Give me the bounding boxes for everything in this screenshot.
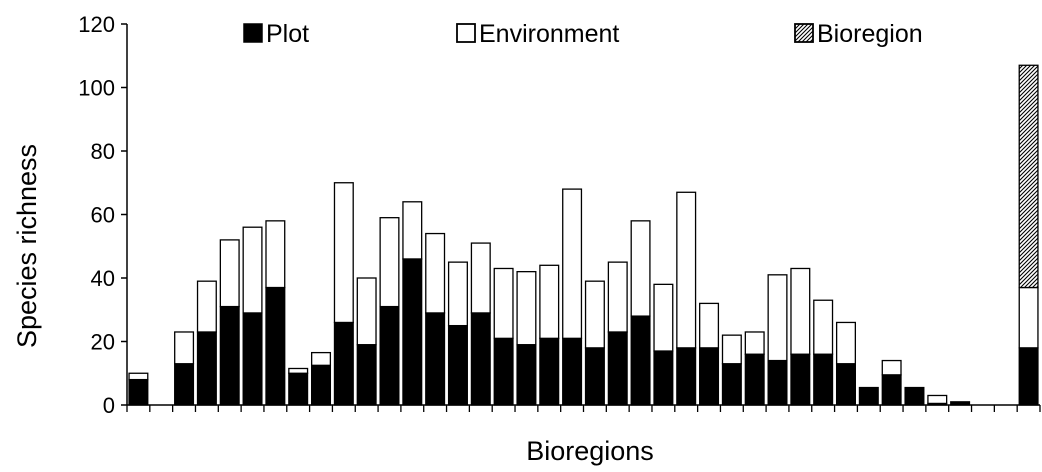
- bar-40-plot-segment: [1018, 347, 1039, 406]
- bar-10-environment-segment: [333, 182, 354, 324]
- bar-5-environment-segment: [219, 239, 240, 308]
- bar-9-environment-segment: [310, 351, 332, 366]
- bar-15-plot-segment: [447, 324, 468, 406]
- bar-24-plot-segment: [653, 350, 674, 406]
- x-axis-title: Bioregions: [526, 436, 654, 466]
- y-tick-label: 100: [78, 76, 115, 101]
- bar-26-environment-segment: [699, 302, 720, 349]
- bar-16-environment-segment: [470, 242, 491, 314]
- bar-11-plot-segment: [356, 344, 377, 406]
- bar-30-environment-segment: [790, 267, 811, 355]
- bar-7-environment-segment: [265, 220, 286, 289]
- bar-1-environment-segment: [128, 372, 149, 381]
- bar-20-environment-segment: [562, 188, 583, 339]
- y-axis-title: Species richness: [12, 144, 42, 348]
- legend-label-plot: Plot: [266, 20, 309, 48]
- legend-swatch-plot: [243, 23, 263, 43]
- bar-7-plot-segment: [265, 286, 286, 406]
- legend-swatch-environment: [456, 23, 476, 43]
- bar-4-plot-segment: [196, 331, 217, 406]
- bar-32-environment-segment: [835, 321, 857, 365]
- bar-32-plot-segment: [835, 363, 857, 406]
- y-tick-label: 60: [91, 203, 115, 228]
- bar-23-plot-segment: [630, 315, 651, 406]
- bar-30-plot-segment: [790, 353, 811, 406]
- bar-6-plot-segment: [242, 312, 263, 406]
- bar-14-environment-segment: [425, 232, 446, 314]
- bar-8-environment-segment: [288, 367, 309, 374]
- bar-33-plot-segment: [858, 386, 879, 406]
- bar-5-plot-segment: [219, 305, 240, 406]
- bar-29-plot-segment: [767, 359, 788, 406]
- bar-1-plot-segment: [128, 378, 149, 406]
- bar-15-environment-segment: [447, 261, 468, 327]
- bar-12-plot-segment: [379, 305, 400, 406]
- bar-35-plot-segment: [904, 386, 925, 406]
- bar-34-plot-segment: [881, 374, 902, 406]
- bar-21-plot-segment: [584, 347, 605, 406]
- bar-26-plot-segment: [699, 347, 720, 406]
- bar-27-plot-segment: [721, 363, 742, 406]
- bar-17-environment-segment: [493, 267, 514, 339]
- bar-6-environment-segment: [242, 226, 263, 314]
- bar-14-plot-segment: [425, 312, 446, 406]
- bar-21-environment-segment: [584, 280, 605, 349]
- bar-22-environment-segment: [607, 261, 628, 333]
- bar-36-environment-segment: [927, 394, 948, 405]
- y-tick-label: 0: [103, 393, 115, 418]
- y-tick-label: 20: [91, 330, 115, 355]
- bar-25-environment-segment: [676, 191, 697, 349]
- bar-3-environment-segment: [174, 331, 195, 365]
- bar-18-environment-segment: [516, 270, 537, 346]
- bar-13-plot-segment: [402, 258, 423, 406]
- y-tick-label: 80: [91, 139, 115, 164]
- bars-layer: [128, 64, 1039, 406]
- legend: Plot Environment Bioregion: [243, 20, 923, 48]
- bar-17-plot-segment: [493, 337, 514, 406]
- bar-10-plot-segment: [333, 321, 354, 406]
- legend-swatch-bioregion: [794, 23, 814, 43]
- bar-31-plot-segment: [813, 353, 834, 406]
- y-tick-label: 40: [91, 266, 115, 291]
- bar-19-plot-segment: [539, 337, 560, 406]
- bar-27-environment-segment: [721, 334, 742, 365]
- bar-28-environment-segment: [744, 331, 765, 355]
- bar-28-plot-segment: [744, 353, 765, 406]
- bar-40-environment-segment: [1018, 286, 1039, 349]
- bar-34-environment-segment: [881, 359, 902, 376]
- bar-29-environment-segment: [767, 274, 788, 362]
- bar-40-bioregion-segment: [1018, 64, 1039, 289]
- bar-25-plot-segment: [676, 347, 697, 406]
- bar-9-plot-segment: [310, 364, 332, 406]
- axes-layer: 0 20 40 60 80 100 120: [78, 12, 1041, 418]
- y-tick-label: 120: [78, 12, 115, 37]
- bar-13-environment-segment: [402, 201, 423, 260]
- bar-16-plot-segment: [470, 312, 491, 406]
- bar-8-plot-segment: [288, 372, 309, 406]
- bar-23-environment-segment: [630, 220, 651, 317]
- bar-22-plot-segment: [607, 331, 628, 406]
- bar-11-environment-segment: [356, 277, 377, 346]
- bar-18-plot-segment: [516, 344, 537, 406]
- bar-3-plot-segment: [174, 363, 195, 406]
- legend-label-bioregion: Bioregion: [817, 20, 923, 48]
- bar-12-environment-segment: [379, 217, 400, 308]
- bar-24-environment-segment: [653, 283, 674, 352]
- bar-20-plot-segment: [562, 337, 583, 406]
- bar-19-environment-segment: [539, 264, 560, 339]
- legend-label-environment: Environment: [479, 20, 619, 48]
- bar-4-environment-segment: [196, 280, 217, 333]
- bar-31-environment-segment: [813, 299, 834, 355]
